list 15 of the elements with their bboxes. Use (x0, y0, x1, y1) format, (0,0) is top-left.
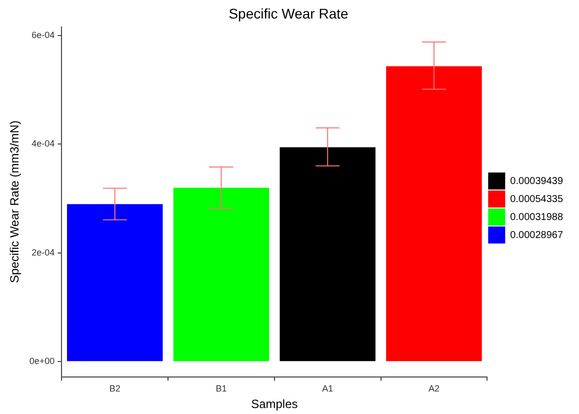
x-tick-label: A2 (428, 384, 440, 394)
legend-label: 0.00039439 (510, 176, 564, 187)
y-tick-label: 6e-04 (32, 30, 55, 40)
y-tick-label: 4e-04 (32, 138, 55, 149)
legend-label: 0.00031988 (510, 212, 564, 223)
x-tick-label: B2 (109, 384, 120, 394)
y-tick-label: 0e+00 (29, 356, 55, 366)
legend-label: 0.00028967 (510, 230, 564, 241)
x-axis-title: Samples (251, 397, 298, 412)
y-axis-title: Specific Wear Rate (mm3/mN) (8, 120, 22, 284)
y-tick-label: 2e-04 (32, 247, 55, 258)
chart-title: Specific Wear Rate (228, 5, 348, 22)
x-tick-label: A1 (322, 384, 334, 394)
legend-label: 0.00054335 (510, 194, 564, 205)
x-tick-label: B1 (216, 384, 227, 394)
